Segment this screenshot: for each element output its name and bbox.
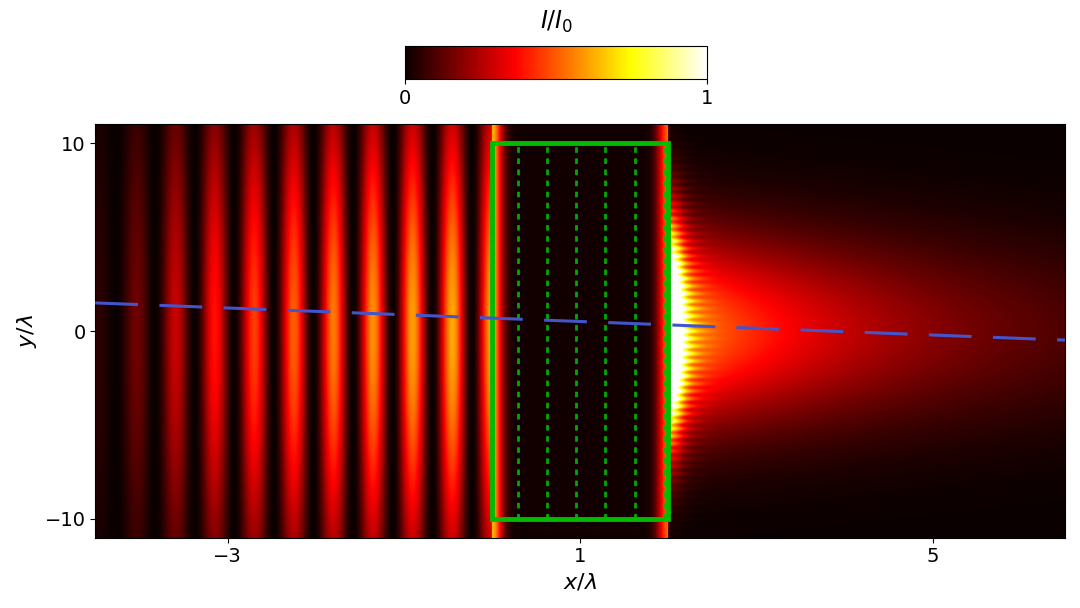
Bar [492,143,669,519]
X-axis label: $x/\lambda$: $x/\lambda$ [563,572,597,593]
Y-axis label: $y/\lambda$: $y/\lambda$ [15,314,39,348]
Text: $I/I_0$: $I/I_0$ [540,9,572,35]
